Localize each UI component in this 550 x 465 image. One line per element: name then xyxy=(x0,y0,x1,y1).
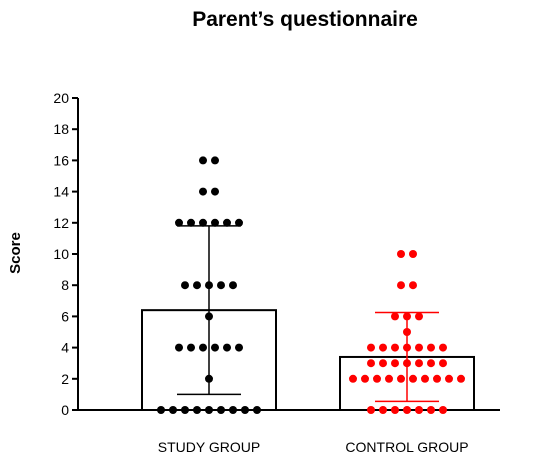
data-point xyxy=(211,156,219,165)
data-point xyxy=(199,187,207,196)
data-point xyxy=(415,406,423,414)
data-point xyxy=(415,312,423,321)
data-point xyxy=(367,359,375,368)
data-point xyxy=(199,218,207,227)
y-tick-label: 18 xyxy=(53,121,69,137)
data-point xyxy=(175,343,183,352)
y-tick-label: 10 xyxy=(53,246,69,262)
data-point xyxy=(403,328,411,336)
data-point xyxy=(199,156,207,165)
data-point xyxy=(421,374,429,383)
data-point xyxy=(367,343,375,352)
data-point xyxy=(427,359,435,368)
data-point xyxy=(361,374,369,383)
data-point xyxy=(193,406,201,414)
data-point xyxy=(229,281,237,290)
data-point xyxy=(205,312,213,321)
data-point xyxy=(391,312,399,321)
data-point xyxy=(211,218,219,227)
data-point xyxy=(439,406,447,414)
data-point xyxy=(415,359,423,368)
data-point xyxy=(205,374,213,383)
y-tick-label: 20 xyxy=(53,90,69,106)
data-point xyxy=(229,406,237,414)
data-point xyxy=(403,343,411,352)
data-point xyxy=(397,250,405,258)
data-point xyxy=(445,374,453,383)
data-point xyxy=(391,359,399,368)
y-tick-label: 8 xyxy=(61,277,69,293)
data-point xyxy=(241,406,249,414)
data-point xyxy=(205,406,213,414)
data-point xyxy=(439,343,447,352)
data-point xyxy=(385,374,393,383)
y-tick-label: 12 xyxy=(53,215,69,231)
category-label: CONTROL GROUP xyxy=(345,439,468,455)
data-point xyxy=(391,343,399,352)
data-point xyxy=(433,374,441,383)
data-point xyxy=(439,359,447,368)
data-point xyxy=(397,281,405,290)
data-point xyxy=(367,406,375,414)
data-point xyxy=(205,281,213,290)
chart-title: Parent’s questionnaire xyxy=(192,8,418,31)
axes: 0 2 4 6 8 10 12 14 16 18 20 xyxy=(53,90,500,418)
y-tick-label: 14 xyxy=(53,184,69,200)
data-point xyxy=(181,281,189,290)
data-point xyxy=(379,406,387,414)
data-point xyxy=(217,281,225,290)
data-point xyxy=(391,406,399,414)
data-point xyxy=(409,250,417,258)
data-point xyxy=(169,406,177,414)
data-point xyxy=(199,343,207,352)
data-point xyxy=(409,281,417,290)
y-tick-label: 0 xyxy=(61,402,69,418)
data-points xyxy=(157,156,465,414)
data-point xyxy=(373,374,381,383)
data-point xyxy=(349,374,357,383)
data-point xyxy=(181,406,189,414)
data-point xyxy=(223,343,231,352)
data-point xyxy=(157,406,165,414)
data-point xyxy=(235,343,243,352)
data-point xyxy=(211,187,219,196)
data-point xyxy=(379,359,387,368)
y-tick-label: 6 xyxy=(61,308,69,324)
y-tick-label: 2 xyxy=(61,371,69,387)
data-point xyxy=(403,359,411,368)
category-label: STUDY GROUP xyxy=(158,439,260,455)
data-point xyxy=(193,281,201,290)
data-point xyxy=(415,343,423,352)
data-point xyxy=(253,406,261,414)
data-point xyxy=(217,406,225,414)
data-point xyxy=(223,218,231,227)
data-point xyxy=(409,374,417,383)
data-point xyxy=(379,343,387,352)
data-point xyxy=(175,218,183,227)
data-point xyxy=(427,406,435,414)
category-labels: STUDY GROUP CONTROL GROUP xyxy=(158,439,469,455)
data-point xyxy=(403,406,411,414)
y-axis-label: Score xyxy=(7,232,24,274)
data-point xyxy=(211,343,219,352)
data-point xyxy=(427,343,435,352)
data-point xyxy=(187,218,195,227)
data-point xyxy=(403,312,411,321)
data-point xyxy=(187,343,195,352)
data-point xyxy=(457,374,465,383)
y-tick-label: 4 xyxy=(61,340,69,356)
data-point xyxy=(235,218,243,227)
y-tick-label: 16 xyxy=(53,152,69,168)
data-point xyxy=(397,374,405,383)
